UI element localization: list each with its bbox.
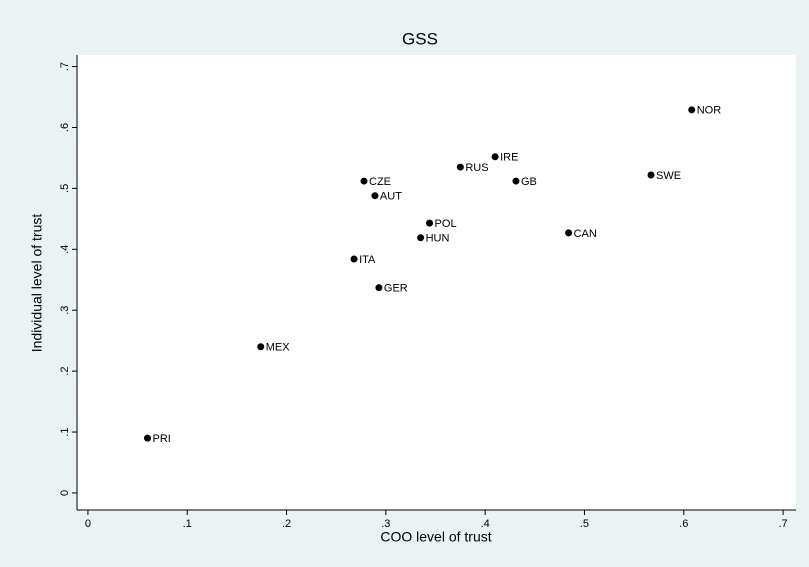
point-label: GB [521, 176, 537, 188]
point-label: MEX [266, 342, 291, 354]
y-tick-label: .5 [59, 184, 71, 193]
x-axis-label: COO level of trust [380, 529, 491, 545]
point-label: ITA [359, 254, 376, 266]
point [371, 192, 379, 200]
point-label: SWE [656, 170, 681, 182]
point-label: CAN [574, 228, 597, 240]
point-label: CZE [369, 176, 391, 188]
point-label: GER [384, 283, 408, 295]
x-tick-label: .2 [282, 518, 291, 530]
point [456, 163, 464, 171]
point [512, 177, 520, 185]
y-tick-label: .2 [59, 367, 71, 376]
point [375, 284, 383, 292]
x-tick-label: .6 [679, 518, 688, 530]
point-label: POL [435, 218, 457, 230]
point [426, 219, 434, 227]
x-tick-label: .1 [183, 518, 192, 530]
x-tick-label: .3 [381, 518, 390, 530]
y-tick-label: 0 [59, 490, 71, 496]
plot-area [77, 55, 796, 510]
point-label: AUT [380, 191, 402, 203]
point [491, 153, 499, 161]
point [144, 434, 152, 442]
point-label: NOR [697, 105, 722, 117]
point-label: RUS [465, 162, 488, 174]
y-tick-label: .3 [59, 306, 71, 315]
x-tick-label: 0 [85, 518, 91, 530]
y-tick-label: .6 [59, 123, 71, 132]
y-tick-label: .4 [59, 245, 71, 254]
point [360, 177, 368, 185]
y-tick-label: .7 [59, 62, 71, 71]
point [688, 106, 696, 114]
point [417, 234, 425, 242]
y-tick-label: .1 [59, 427, 71, 436]
point-label: PRI [153, 433, 171, 445]
point-label: HUN [426, 233, 450, 245]
point-label: IRE [500, 152, 518, 164]
x-tick-label: .5 [580, 518, 589, 530]
point [350, 255, 358, 263]
point [647, 171, 655, 179]
x-tick-label: .4 [481, 518, 490, 530]
point [565, 229, 573, 237]
chart-title: GSS [402, 29, 438, 48]
y-axis-label: Individual level of trust [29, 214, 45, 353]
point [257, 343, 265, 351]
x-tick-label: .7 [778, 518, 787, 530]
